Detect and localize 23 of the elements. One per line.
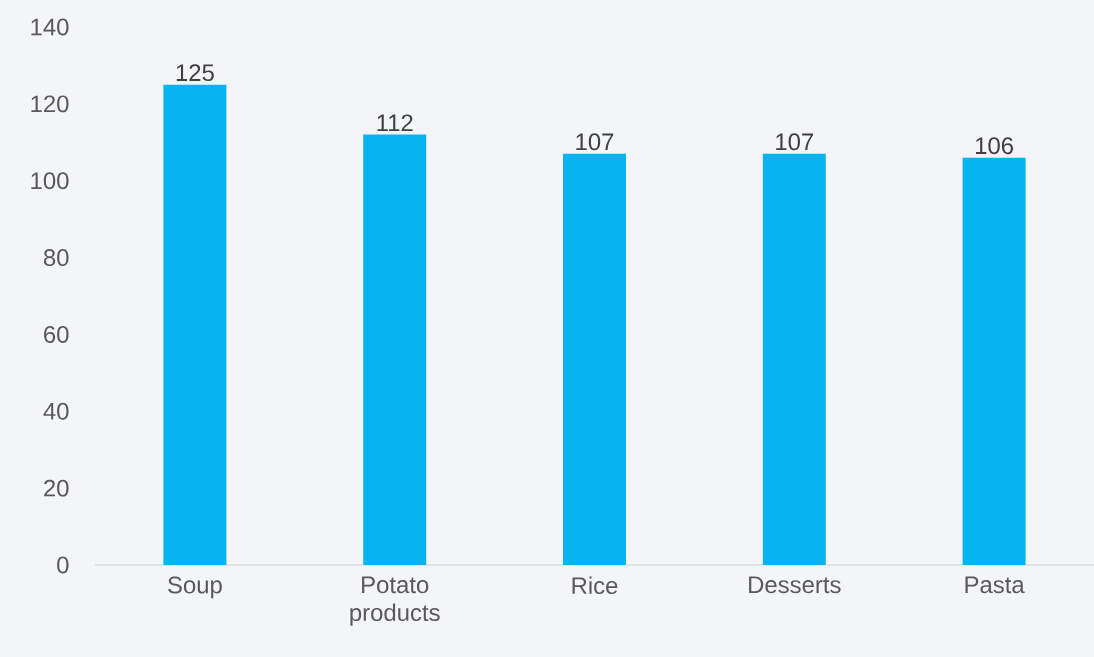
data-label: 106 — [975, 137, 1013, 155]
data-label: 107 — [576, 133, 614, 151]
bar — [363, 134, 427, 565]
y-tick-label: 80 — [43, 249, 69, 267]
data-label: 112 — [377, 114, 413, 132]
y-tick-label: 0 — [57, 556, 69, 574]
y-tick-label: 20 — [44, 479, 69, 497]
y-tick-label: 60 — [44, 325, 69, 343]
y-tick-label: 140 — [31, 18, 69, 36]
x-tick-label: Soup — [168, 576, 222, 599]
x-tick-label: Desserts — [749, 576, 841, 594]
bar — [762, 153, 826, 565]
bar — [163, 84, 227, 565]
data-label: 125 — [176, 64, 214, 82]
x-tick-label: Potato products — [350, 576, 440, 626]
y-tick-label: 100 — [31, 172, 69, 190]
y-tick-label: 40 — [43, 402, 69, 420]
bar — [563, 153, 626, 565]
data-label: 107 — [776, 133, 814, 151]
x-tick-label: Rice — [572, 576, 618, 595]
bar — [962, 157, 1026, 565]
x-tick-label: Pasta — [965, 576, 1025, 594]
y-tick-label: 120 — [31, 95, 69, 113]
